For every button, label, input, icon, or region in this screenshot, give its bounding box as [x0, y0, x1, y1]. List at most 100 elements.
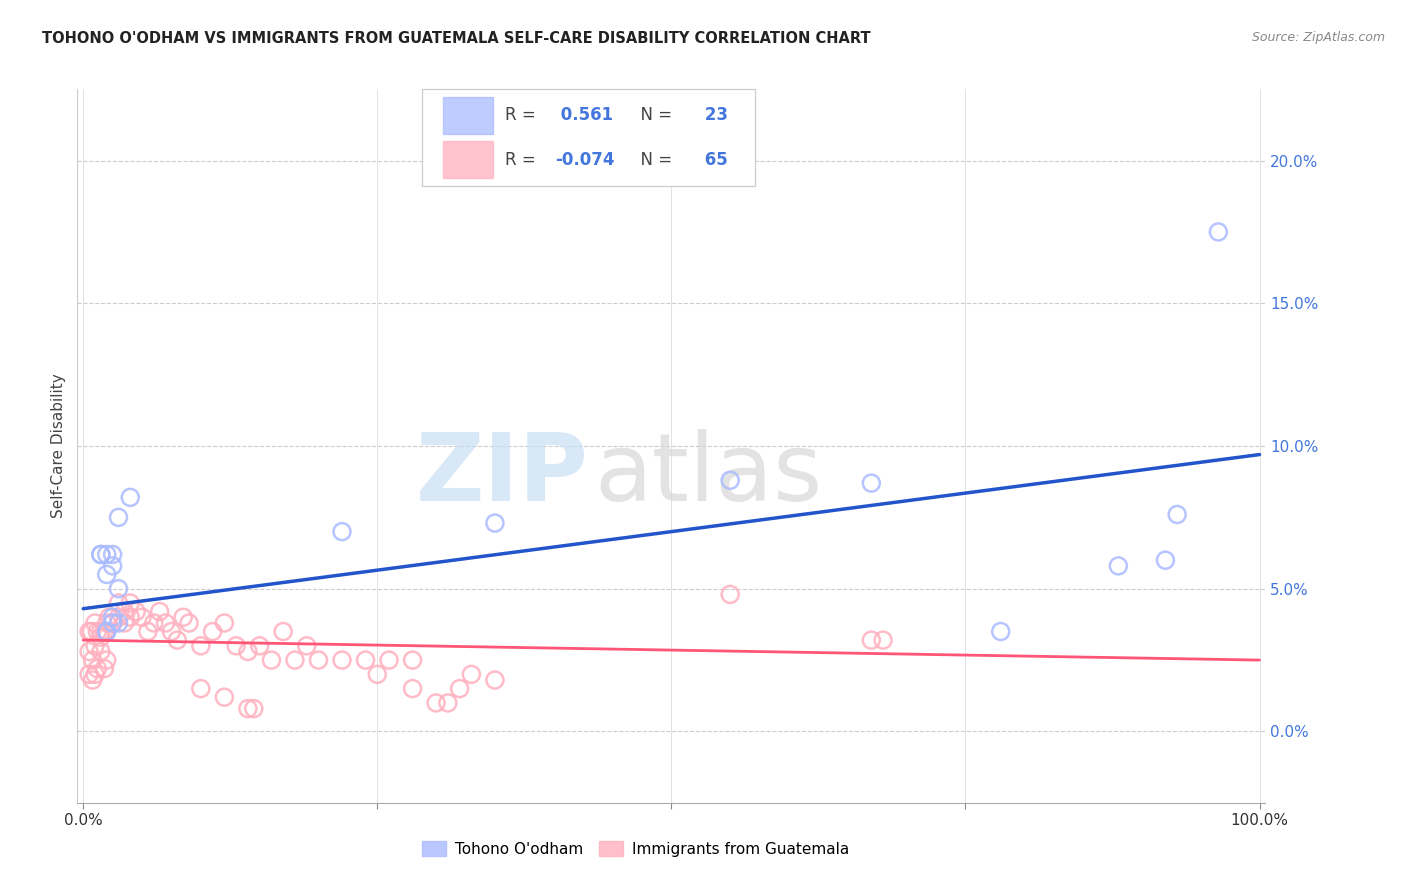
Y-axis label: Self-Care Disability: Self-Care Disability: [51, 374, 66, 518]
Point: [872, 633, 894, 648]
Point: [80, 624, 103, 639]
Point: [90, 548, 112, 562]
Point: [449, 681, 471, 696]
Point: [242, 701, 264, 715]
Point: [860, 633, 883, 648]
Point: [295, 639, 318, 653]
Point: [460, 667, 482, 681]
Point: [214, 615, 236, 630]
Point: [96, 567, 118, 582]
Point: [236, 644, 259, 658]
Point: [860, 476, 883, 491]
Point: [177, 615, 200, 630]
Point: [271, 624, 294, 639]
Point: [93, 624, 115, 639]
Point: [172, 610, 194, 624]
Point: [101, 558, 124, 573]
Text: R =: R =: [505, 151, 541, 169]
Point: [101, 615, 124, 630]
Text: R =: R =: [505, 106, 541, 124]
Point: [112, 605, 135, 619]
Point: [425, 696, 447, 710]
Point: [484, 673, 506, 687]
Point: [90, 624, 112, 639]
Text: N =: N =: [630, 106, 678, 124]
Point: [96, 653, 118, 667]
Text: 23: 23: [699, 106, 728, 124]
Point: [366, 667, 388, 681]
Point: [98, 610, 121, 624]
Point: [90, 548, 112, 562]
Point: [149, 605, 172, 619]
Point: [101, 615, 124, 630]
Legend: Tohono O'odham, Immigrants from Guatemala: Tohono O'odham, Immigrants from Guatemal…: [416, 835, 856, 863]
Point: [484, 516, 506, 530]
Point: [354, 653, 377, 667]
Point: [96, 624, 118, 639]
Point: [378, 653, 401, 667]
Text: 0.561: 0.561: [555, 106, 613, 124]
Point: [107, 615, 129, 630]
Point: [107, 510, 129, 524]
Text: 65: 65: [699, 151, 727, 169]
Point: [401, 653, 423, 667]
Point: [166, 633, 188, 648]
Point: [120, 491, 142, 505]
Point: [155, 615, 177, 630]
Point: [125, 605, 148, 619]
Point: [82, 673, 104, 687]
Point: [107, 610, 129, 624]
Point: [136, 624, 159, 639]
Point: [260, 653, 283, 667]
Point: [101, 548, 124, 562]
Point: [718, 473, 741, 487]
Point: [86, 624, 108, 639]
Point: [84, 639, 107, 653]
Point: [90, 630, 112, 644]
Point: [90, 644, 112, 658]
Point: [84, 667, 107, 681]
Point: [131, 610, 153, 624]
Point: [249, 639, 271, 653]
Point: [330, 653, 353, 667]
Point: [77, 667, 100, 681]
Point: [86, 662, 108, 676]
Point: [77, 644, 100, 658]
Point: [96, 624, 118, 639]
Point: [120, 610, 142, 624]
Point: [82, 653, 104, 667]
Text: -0.074: -0.074: [555, 151, 614, 169]
Point: [225, 639, 247, 653]
Point: [1208, 225, 1230, 239]
Text: ZIP: ZIP: [415, 428, 588, 521]
Point: [120, 596, 142, 610]
Point: [1166, 508, 1188, 522]
Point: [284, 653, 307, 667]
Point: [401, 681, 423, 696]
Point: [160, 624, 183, 639]
Point: [236, 701, 259, 715]
Point: [190, 639, 212, 653]
FancyBboxPatch shape: [443, 141, 494, 178]
Point: [84, 615, 107, 630]
Text: N =: N =: [630, 151, 678, 169]
Point: [1154, 553, 1177, 567]
Point: [437, 696, 460, 710]
Text: TOHONO O'ODHAM VS IMMIGRANTS FROM GUATEMALA SELF-CARE DISABILITY CORRELATION CHA: TOHONO O'ODHAM VS IMMIGRANTS FROM GUATEM…: [42, 31, 870, 46]
Point: [96, 615, 118, 630]
Point: [190, 681, 212, 696]
Point: [308, 653, 330, 667]
Point: [142, 615, 165, 630]
Point: [107, 582, 129, 596]
Point: [718, 587, 741, 601]
Text: atlas: atlas: [595, 428, 823, 521]
Text: Source: ZipAtlas.com: Source: ZipAtlas.com: [1251, 31, 1385, 45]
Point: [214, 690, 236, 705]
Point: [990, 624, 1012, 639]
Point: [330, 524, 353, 539]
Point: [112, 615, 135, 630]
Point: [96, 548, 118, 562]
Point: [77, 624, 100, 639]
Point: [201, 624, 224, 639]
Point: [93, 662, 115, 676]
